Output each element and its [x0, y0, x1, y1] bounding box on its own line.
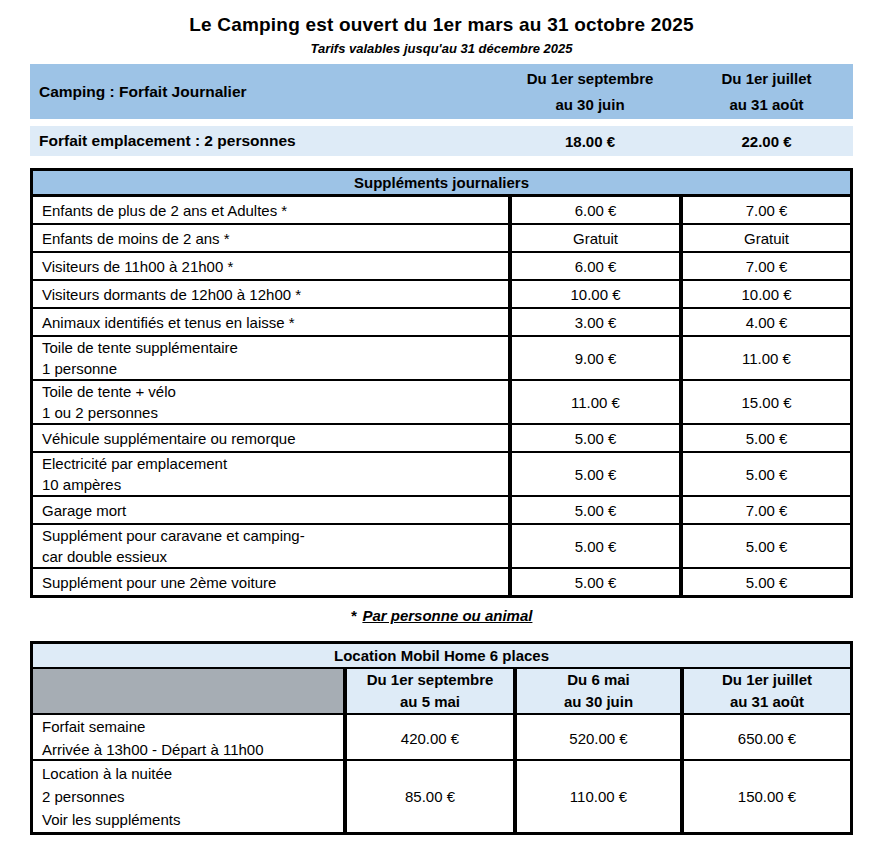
table-row: Electricité par emplacement 10 ampères 5… [33, 451, 850, 495]
pitch-rate-row: Forfait emplacement : 2 personnes 18.00 … [30, 126, 853, 156]
table-row: Visiteurs de 11h00 à 21h00 * 6.00 € 7.00… [33, 251, 850, 279]
supplement-label: Enfants de moins de 2 ans * [33, 225, 508, 251]
supplement-price-high: 5.00 € [679, 569, 850, 595]
supplement-price-low: 5.00 € [508, 569, 679, 595]
mobilhome-season-column-2: Du 6 mai au 30 juin [513, 669, 680, 713]
table-row: Supplément pour caravane et camping- car… [33, 523, 850, 567]
pitch-price-low-season: 18.00 € [500, 126, 680, 156]
mobilhome-price-3: 650.00 € [680, 715, 850, 761]
table-row: Véhicule supplémentaire ou remorque 5.00… [33, 423, 850, 451]
mobilhome-price-1: 85.00 € [343, 761, 513, 832]
mobilhome-season-column-1: Du 1er septembre au 5 mai [343, 669, 513, 713]
supplements-table: Suppléments journaliers Enfants de plus … [30, 168, 853, 598]
supplement-price-high: 11.00 € [679, 337, 850, 379]
mobilhome-price-2: 110.00 € [513, 761, 680, 832]
mobilhome-season-column-3: Du 1er juillet au 31 août [680, 669, 850, 713]
supplement-label: Toile de tente + vélo 1 ou 2 personnes [33, 381, 508, 423]
supplement-price-high: 4.00 € [679, 309, 850, 335]
daily-rate-header: Camping : Forfait Journalier Du 1er sept… [30, 64, 853, 119]
supplement-price-low: 5.00 € [508, 525, 679, 567]
footnote-marker: * [351, 607, 357, 624]
supplement-price-high: Gratuit [679, 225, 850, 251]
supplement-price-low: 5.00 € [508, 497, 679, 523]
mobilhome-table: Location Mobil Home 6 places Du 1er sept… [30, 641, 853, 835]
table-row: Visiteurs dormants de 12h00 à 12h00 * 10… [33, 279, 850, 307]
table-row: Toile de tente supplémentaire 1 personne… [33, 335, 850, 379]
table-row: Garage mort 5.00 € 7.00 € [33, 495, 850, 523]
empty-gray-cell [33, 669, 343, 713]
supplement-price-high: 5.00 € [679, 525, 850, 567]
price-list-document: Le Camping est ouvert du 1er mars au 31 … [0, 0, 875, 835]
pitch-rate-label: Forfait emplacement : 2 personnes [30, 126, 500, 156]
supplement-label: Supplément pour une 2ème voiture [33, 569, 508, 595]
supplement-price-high: 7.00 € [679, 197, 850, 223]
table-row: Animaux identifiés et tenus en laisse * … [33, 307, 850, 335]
supplement-price-low: 5.00 € [508, 453, 679, 495]
supplement-price-high: 7.00 € [679, 497, 850, 523]
season-column-low: Du 1er septembre au 30 juin [500, 64, 680, 119]
supplement-price-low: 3.00 € [508, 309, 679, 335]
pitch-price-high-season: 22.00 € [680, 126, 853, 156]
mobilhome-price-2: 520.00 € [513, 715, 680, 761]
supplement-price-low: 6.00 € [508, 197, 679, 223]
table-row: Enfants de plus de 2 ans et Adultes * 6.… [33, 197, 850, 223]
mobilhome-row-label: Location à la nuitée 2 personnes Voir le… [33, 761, 343, 832]
supplement-price-high: 5.00 € [679, 453, 850, 495]
table-row: Toile de tente + vélo 1 ou 2 personnes 1… [33, 379, 850, 423]
supplement-price-high: 5.00 € [679, 425, 850, 451]
supplement-price-high: 7.00 € [679, 253, 850, 279]
document-subtitle: Tarifs valables jusqu'au 31 décembre 202… [30, 41, 853, 56]
supplement-label: Garage mort [33, 497, 508, 523]
supplement-price-low: 6.00 € [508, 253, 679, 279]
footnote-text: Par personne ou animal [362, 607, 532, 624]
supplement-label: Visiteurs de 11h00 à 21h00 * [33, 253, 508, 279]
mobilhome-header-row: Du 1er septembre au 5 mai Du 6 mai au 30… [33, 669, 850, 713]
season-column-high: Du 1er juillet au 31 août [680, 64, 853, 119]
mobilhome-table-title: Location Mobil Home 6 places [33, 644, 850, 669]
table-row: Location à la nuitée 2 personnes Voir le… [33, 759, 850, 832]
supplement-label: Véhicule supplémentaire ou remorque [33, 425, 508, 451]
table-row: Enfants de moins de 2 ans * Gratuit Grat… [33, 223, 850, 251]
supplement-label: Visiteurs dormants de 12h00 à 12h00 * [33, 281, 508, 307]
supplement-label: Enfants de plus de 2 ans et Adultes * [33, 197, 508, 223]
supplement-label: Supplément pour caravane et camping- car… [33, 525, 508, 567]
supplement-label: Electricité par emplacement 10 ampères [33, 453, 508, 495]
mobilhome-price-1: 420.00 € [343, 715, 513, 761]
supplement-price-low: Gratuit [508, 225, 679, 251]
mobilhome-price-3: 150.00 € [680, 761, 850, 832]
table-row: Supplément pour une 2ème voiture 5.00 € … [33, 567, 850, 595]
supplement-label: Animaux identifiés et tenus en laisse * [33, 309, 508, 335]
supplements-table-title: Suppléments journaliers [33, 171, 850, 197]
supplement-price-low: 11.00 € [508, 381, 679, 423]
supplement-label: Toile de tente supplémentaire 1 personne [33, 337, 508, 379]
supplement-price-low: 9.00 € [508, 337, 679, 379]
supplement-price-high: 10.00 € [679, 281, 850, 307]
mobilhome-row-label: Forfait semaine Arrivée à 13h00 - Départ… [33, 715, 343, 761]
document-title: Le Camping est ouvert du 1er mars au 31 … [30, 14, 853, 36]
supplement-price-low: 10.00 € [508, 281, 679, 307]
footnote: * Par personne ou animal [30, 607, 853, 624]
supplement-price-high: 15.00 € [679, 381, 850, 423]
table-row: Forfait semaine Arrivée à 13h00 - Départ… [33, 713, 850, 759]
supplement-price-low: 5.00 € [508, 425, 679, 451]
daily-rate-header-label: Camping : Forfait Journalier [30, 64, 500, 119]
